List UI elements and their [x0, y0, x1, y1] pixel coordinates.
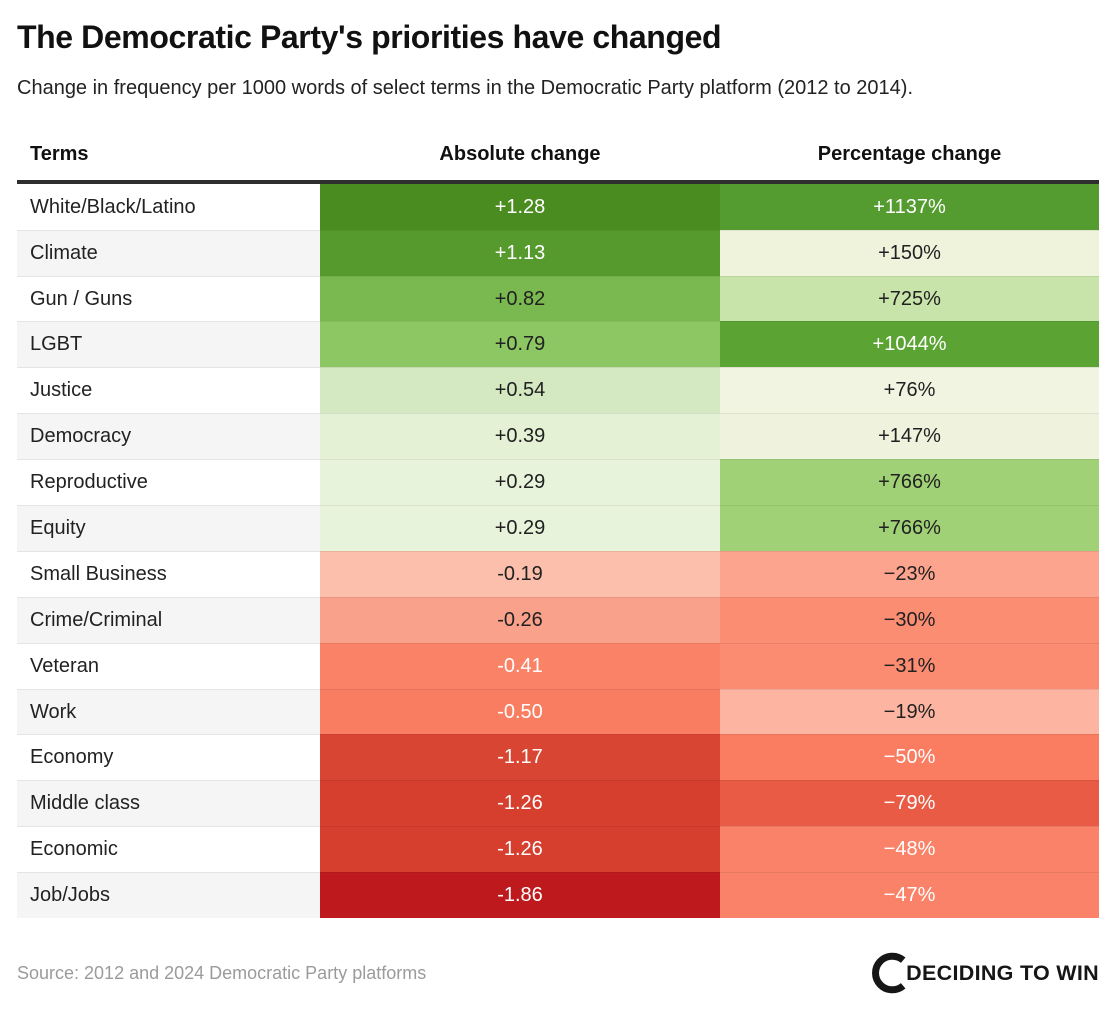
- absolute-change-cell: +0.29: [320, 459, 720, 506]
- percentage-change-cell: +150%: [720, 229, 1099, 276]
- percentage-change-cell: −79%: [720, 780, 1099, 827]
- term-cell: LGBT: [17, 321, 320, 368]
- absolute-change-cell: -0.26: [320, 596, 720, 643]
- table-row: LGBT +0.79 +1044%: [17, 321, 1099, 368]
- table-row: Climate +1.13 +150%: [17, 229, 1099, 276]
- table-row: Crime/Criminal -0.26 −30%: [17, 596, 1099, 643]
- page-subtitle: Change in frequency per 1000 words of se…: [17, 76, 914, 99]
- table-row: Justice +0.54 +76%: [17, 367, 1099, 414]
- absolute-change-cell: +0.29: [320, 505, 720, 551]
- term-cell: Democracy: [17, 413, 320, 460]
- term-cell: Gun / Guns: [17, 275, 320, 322]
- table-row: Equity +0.29 +766%: [17, 505, 1099, 551]
- percentage-change-cell: +147%: [720, 413, 1099, 460]
- source-note: Source: 2012 and 2024 Democratic Party p…: [17, 962, 427, 983]
- percentage-change-cell: −48%: [720, 826, 1099, 873]
- absolute-change-cell: +1.28: [320, 183, 720, 230]
- percentage-change-cell: +76%: [720, 367, 1099, 414]
- term-cell: Economy: [17, 734, 320, 781]
- percentage-change-cell: +766%: [720, 505, 1099, 551]
- percentage-change-cell: −50%: [720, 734, 1099, 781]
- absolute-change-cell: -1.17: [320, 734, 720, 781]
- table-row: Small Business -0.19 −23%: [17, 550, 1099, 597]
- table-row: Democracy +0.39 +147%: [17, 413, 1099, 460]
- percentage-change-cell: +725%: [720, 275, 1099, 322]
- table-header-row: Terms Absolute change Percentage change: [17, 143, 1099, 180]
- percentage-change-cell: −30%: [720, 596, 1099, 643]
- table-row: Reproductive +0.29 +766%: [17, 459, 1099, 506]
- column-header-terms: Terms: [30, 142, 89, 165]
- table-row: Middle class -1.26 −79%: [17, 780, 1099, 827]
- absolute-change-cell: +1.13: [320, 229, 720, 276]
- percentage-change-cell: −23%: [720, 550, 1099, 597]
- term-cell: Reproductive: [17, 459, 320, 506]
- deciding-to-win-logo: DECIDING TO WIN: [871, 949, 1099, 997]
- term-cell: Crime/Criminal: [17, 596, 320, 643]
- percentage-change-cell: −47%: [720, 872, 1099, 919]
- term-cell: Veteran: [17, 642, 320, 689]
- priorities-table: Terms Absolute change Percentage change …: [17, 143, 1099, 919]
- percentage-change-cell: +766%: [720, 459, 1099, 506]
- percentage-change-cell: −19%: [720, 688, 1099, 735]
- table-row: Economy -1.17 −50%: [17, 734, 1099, 781]
- column-header-percentage-change: Percentage change: [817, 142, 1002, 165]
- absolute-change-cell: -0.50: [320, 688, 720, 735]
- table-row: White/Black/Latino +1.28 +1137%: [17, 183, 1099, 230]
- absolute-change-cell: -0.41: [320, 642, 720, 689]
- header-divider-rule: [17, 179, 1099, 184]
- absolute-change-cell: -1.26: [320, 780, 720, 827]
- logo-text: DECIDING TO WIN: [906, 960, 1099, 985]
- term-cell: Work: [17, 688, 320, 735]
- absolute-change-cell: +0.82: [320, 275, 720, 322]
- term-cell: White/Black/Latino: [17, 183, 320, 230]
- term-cell: Middle class: [17, 780, 320, 827]
- page-title: The Democratic Party's priorities have c…: [17, 19, 722, 55]
- absolute-change-cell: +0.39: [320, 413, 720, 460]
- table-row: Economic -1.26 −48%: [17, 826, 1099, 873]
- table-row: Work -0.50 −19%: [17, 688, 1099, 735]
- logo-ring-icon: [872, 952, 906, 994]
- absolute-change-cell: -1.86: [320, 872, 720, 919]
- column-header-absolute-change: Absolute change: [439, 142, 601, 165]
- absolute-change-cell: -1.26: [320, 826, 720, 873]
- table-row: Gun / Guns +0.82 +725%: [17, 275, 1099, 322]
- table-row: Job/Jobs -1.86 −47%: [17, 872, 1099, 919]
- footer: Source: 2012 and 2024 Democratic Party p…: [17, 949, 1099, 997]
- absolute-change-cell: -0.19: [320, 550, 720, 597]
- percentage-change-cell: +1044%: [720, 321, 1099, 368]
- term-cell: Climate: [17, 229, 320, 276]
- term-cell: Justice: [17, 367, 320, 414]
- table-row: Veteran -0.41 −31%: [17, 642, 1099, 689]
- percentage-change-cell: +1137%: [720, 183, 1099, 230]
- table-body: White/Black/Latino +1.28 +1137% Climate …: [17, 183, 1099, 919]
- term-cell: Economic: [17, 826, 320, 873]
- term-cell: Job/Jobs: [17, 872, 320, 919]
- term-cell: Small Business: [17, 550, 320, 597]
- term-cell: Equity: [17, 505, 320, 551]
- absolute-change-cell: +0.54: [320, 367, 720, 414]
- percentage-change-cell: −31%: [720, 642, 1099, 689]
- absolute-change-cell: +0.79: [320, 321, 720, 368]
